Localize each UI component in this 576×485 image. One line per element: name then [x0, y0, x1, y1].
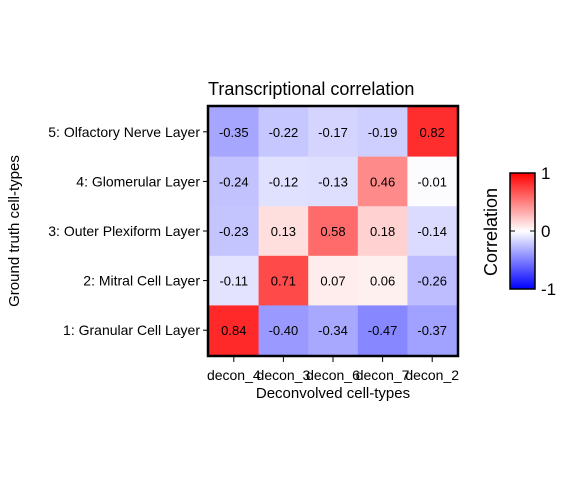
cell-value-label: -0.13 — [318, 174, 348, 189]
x-tick-label: decon_3 — [257, 367, 311, 383]
y-tick-label: 3: Outer Plexiform Layer — [48, 223, 200, 239]
heatmap-cell — [209, 107, 260, 158]
y-axis-title: Ground truth cell-types — [6, 155, 23, 307]
cell-value-label: -0.14 — [417, 224, 447, 239]
cell-value-label: 0.58 — [320, 224, 345, 239]
heatmap-cell — [407, 107, 458, 158]
heatmap-cell — [209, 206, 260, 257]
y-tick-label: 5: Olfactory Nerve Layer — [48, 124, 200, 140]
cell-value-label: -0.01 — [417, 174, 447, 189]
x-axis-title: Deconvolved cell-types — [256, 385, 410, 402]
cell-value-label: 0.06 — [370, 274, 395, 289]
legend-tick-label: -1 — [541, 280, 556, 299]
cell-value-label: -0.34 — [318, 323, 348, 338]
heatmap-cell — [209, 156, 260, 207]
legend-title: Correlation — [481, 188, 501, 276]
cell-value-label: -0.35 — [219, 125, 249, 140]
cell-value-label: -0.24 — [219, 174, 249, 189]
y-tick-label: 2: Mitral Cell Layer — [83, 273, 200, 289]
heatmap-cell — [258, 107, 309, 158]
heatmap-cell — [209, 305, 260, 356]
cell-value-label: -0.17 — [318, 125, 348, 140]
cell-value-label: 0.84 — [221, 323, 246, 338]
cell-value-label: 0.71 — [271, 274, 296, 289]
legend-ticks: 1 0 -1 — [510, 164, 556, 299]
x-tick-label: decon_4 — [207, 367, 261, 383]
heatmap-cell — [308, 305, 359, 356]
heatmap-cell — [258, 206, 309, 257]
heatmap-cell — [258, 305, 309, 356]
heatmap-cell — [308, 255, 359, 306]
cell-value-label: 0.13 — [271, 224, 296, 239]
heatmap-cell — [407, 255, 458, 306]
heatmap-cell — [357, 156, 408, 207]
cell-value-label: 0.46 — [370, 174, 395, 189]
x-tick-label: decon_7 — [356, 367, 410, 383]
legend-tick-label: 1 — [541, 164, 550, 183]
x-tick-label: decon_2 — [405, 367, 459, 383]
heatmap-cell — [308, 156, 359, 207]
heatmap-cell — [407, 156, 458, 207]
heatmap-cell — [308, 206, 359, 257]
y-tick-label: 4: Glomerular Layer — [76, 173, 200, 189]
y-axis: 5: Olfactory Nerve Layer 4: Glomerular La… — [48, 124, 208, 338]
cell-value-label: 0.18 — [370, 224, 395, 239]
cell-value-label: 0.82 — [420, 125, 445, 140]
heatmap-cell — [357, 206, 408, 257]
heatmap-cells — [209, 107, 458, 356]
legend-tick-label: 0 — [541, 222, 550, 241]
cell-value-label: 0.07 — [320, 274, 345, 289]
heatmap-cell — [258, 156, 309, 207]
cell-value-label: -0.19 — [368, 125, 398, 140]
y-tick-label: 1: Granular Cell Layer — [63, 322, 200, 338]
cell-value-label: -0.26 — [417, 274, 447, 289]
cell-value-label: -0.23 — [219, 224, 249, 239]
heatmap-cell — [209, 255, 260, 306]
heatmap-cell — [258, 255, 309, 306]
color-legend: Correlation 1 0 -1 — [481, 164, 556, 299]
cell-value-label: -0.12 — [269, 174, 299, 189]
cell-value-label: -0.11 — [219, 274, 248, 289]
heatmap-cell — [357, 255, 408, 306]
heatmap-cell-labels: -0.35 -0.22 -0.17 -0.19 0.82 -0.24 -0.12 -0.13 0… — [219, 125, 447, 338]
cell-value-label: -0.22 — [269, 125, 299, 140]
cell-value-label: -0.37 — [417, 323, 447, 338]
heatmap-cell — [407, 305, 458, 356]
heatmap-cell — [357, 107, 408, 158]
heatmap-cell — [407, 206, 458, 257]
chart-title: Transcriptional correlation — [208, 79, 414, 99]
heatmap-cell — [308, 107, 359, 158]
cell-value-label: -0.47 — [368, 323, 398, 338]
x-tick-label: decon_6 — [306, 367, 360, 383]
heatmap-cell — [357, 305, 408, 356]
cell-value-label: -0.40 — [269, 323, 299, 338]
